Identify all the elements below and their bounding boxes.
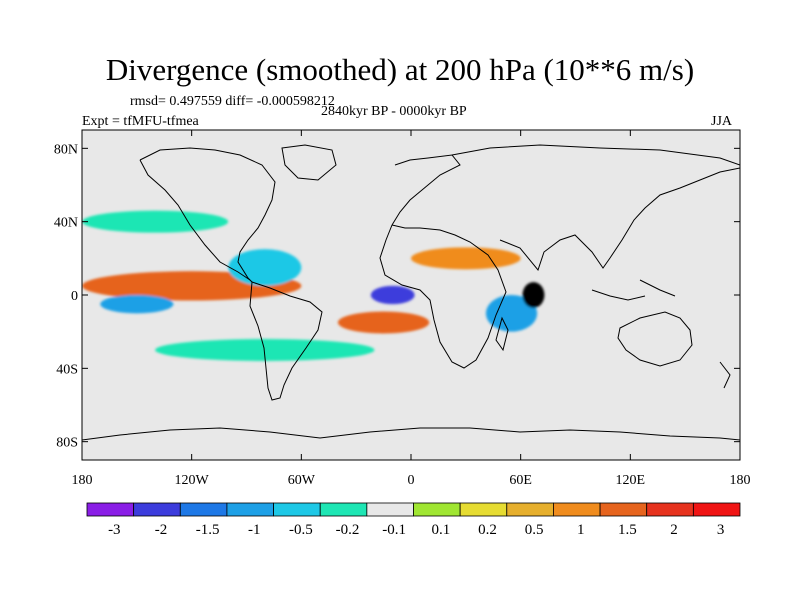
southern-midlatitude-convergence <box>155 339 375 361</box>
y-tick-label: 80N <box>54 142 78 157</box>
indian-ocean-divergence-max <box>522 282 545 308</box>
colorbar-label: -3 <box>108 522 121 538</box>
x-tick-label: 180 <box>72 473 93 488</box>
coastlines <box>82 144 740 441</box>
stats-label: rmsd= 0.497559 diff= -0.000598212 <box>130 94 335 109</box>
colorbar-swatch <box>319 502 368 517</box>
experiment-label: Expt = tfMFU-tfmea <box>82 114 199 129</box>
colorbar-label: -0.2 <box>336 522 360 538</box>
y-axis: 80N 40N 0 40S 80S <box>54 142 740 451</box>
x-axis: 180 120W 60W 0 60E 120E 180 <box>72 130 751 488</box>
south-pacific-convergence <box>100 295 174 314</box>
colorbar: -3 -2 -1.5 -1 -0.5 -0.2 -0.1 0.1 0.2 0.5 1 1.5 2 3 <box>86 502 741 538</box>
colorbar-swatch <box>366 502 414 517</box>
central-america-convergence <box>228 249 302 286</box>
plot-title: Divergence (smoothed) at 200 hPa (10**6 … <box>105 52 695 87</box>
colorbar-label: 1.5 <box>618 522 637 538</box>
y-tick-label: 40S <box>56 362 78 377</box>
colorbar-label: -1 <box>248 522 261 538</box>
divergence-field <box>82 210 545 361</box>
season-label: JJA <box>711 114 733 129</box>
equatorial-atlantic-convergence <box>370 285 415 305</box>
colorbar-swatch <box>692 502 741 517</box>
colorbar-swatch <box>506 502 554 517</box>
colorbar-swatch <box>459 502 508 517</box>
colorbar-swatch <box>226 502 274 517</box>
period-label: 2840kyr BP - 0000kyr BP <box>321 104 467 119</box>
colorbar-swatch <box>133 502 181 517</box>
colorbar-swatch <box>553 502 601 517</box>
colorbar-swatch <box>86 502 135 517</box>
colorbar-label: -2 <box>155 522 168 538</box>
colorbar-label: 0.1 <box>431 522 450 538</box>
colorbar-swatch <box>599 502 648 517</box>
x-tick-label: 60E <box>509 473 532 488</box>
colorbar-label: 3 <box>717 522 725 538</box>
colorbar-label: 0.5 <box>525 522 544 538</box>
x-tick-label: 180 <box>730 473 751 488</box>
northern-subtropic-divergence <box>411 247 521 270</box>
y-tick-label: 80S <box>56 436 78 451</box>
colorbar-label: 0.2 <box>478 522 497 538</box>
x-tick-label: 120W <box>175 473 210 488</box>
y-tick-label: 0 <box>71 289 78 304</box>
colorbar-swatch <box>413 502 461 517</box>
colorbar-label: 2 <box>670 522 678 538</box>
x-tick-label: 0 <box>408 473 415 488</box>
colorbar-label: 1 <box>577 522 585 538</box>
y-tick-label: 40N <box>54 216 78 231</box>
colorbar-swatch <box>646 502 694 517</box>
north-pacific-convergence <box>82 210 229 233</box>
x-tick-label: 60W <box>288 473 316 488</box>
indian-ocean-convergence <box>485 295 538 332</box>
colorbar-swatch <box>273 502 321 517</box>
colorbar-swatch <box>179 502 228 517</box>
x-tick-label: 120E <box>616 473 646 488</box>
colorbar-label: -1.5 <box>196 522 220 538</box>
colorbar-label: -0.1 <box>382 522 406 538</box>
south-atlantic-divergence <box>337 311 430 334</box>
colorbar-label: -0.5 <box>289 522 313 538</box>
